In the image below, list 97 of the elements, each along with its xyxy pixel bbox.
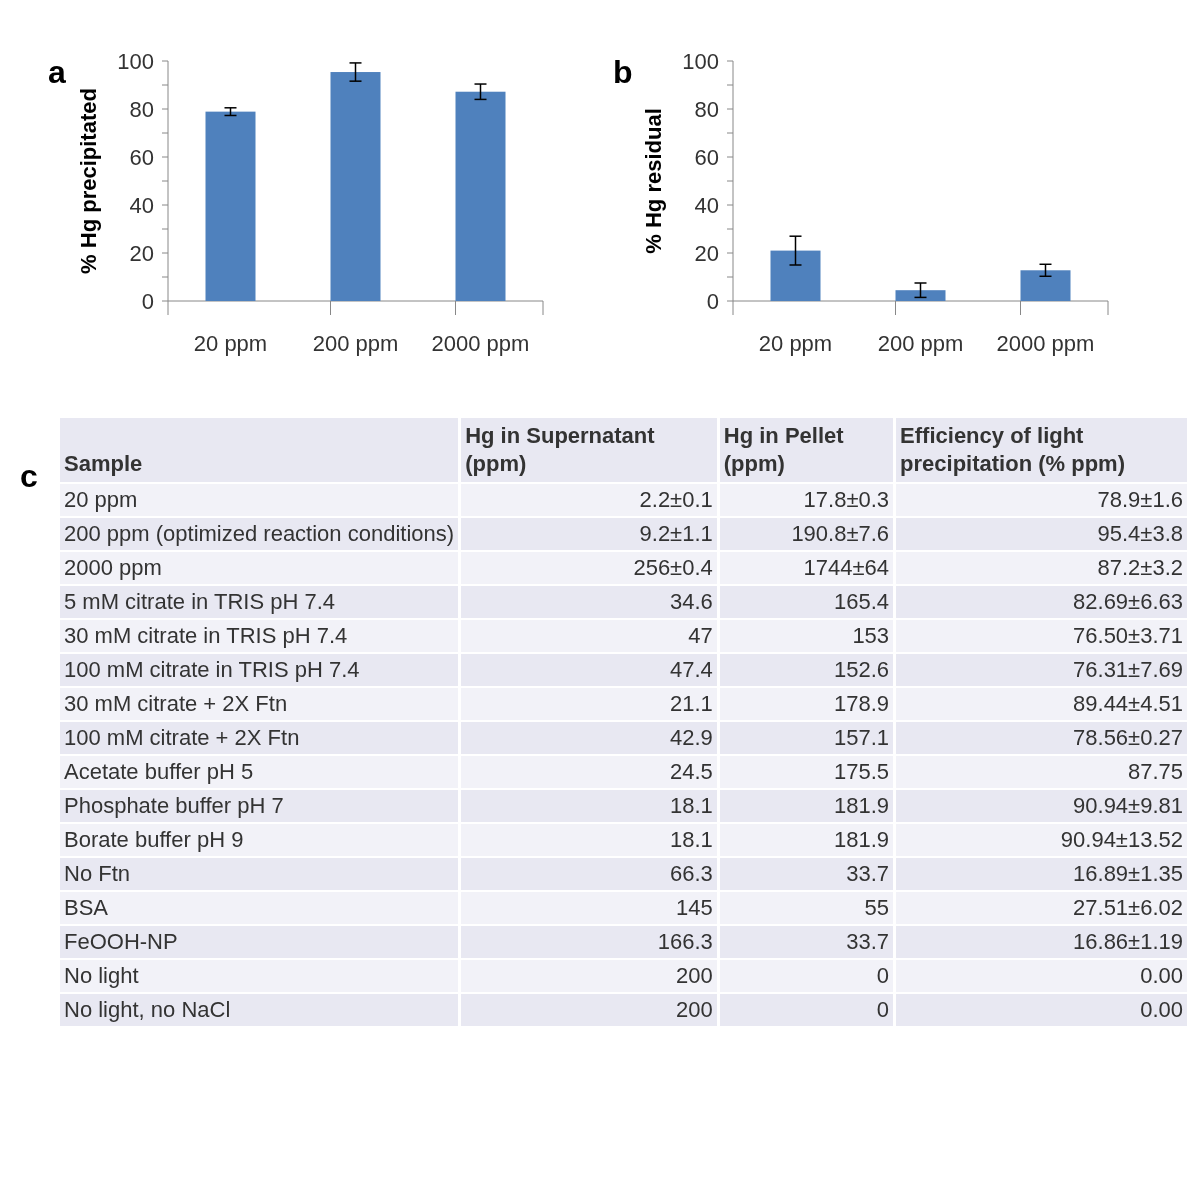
text: 100 mM citrate in TRIS pH 7.4 [64,657,360,682]
text: 42.9 [669,725,713,750]
text: 20 ppm [64,487,138,512]
text: 178.9 [834,691,890,716]
text: 190.8±7.6 [791,521,890,546]
text: 1744±64 [803,555,890,580]
text: 2.2±0.1 [639,487,713,512]
text: 181.9 [834,793,890,818]
text: 175.5 [834,759,890,784]
text: 76.50±3.71 [1073,623,1183,648]
y-tick-label: 0 [141,288,154,314]
text: 18.1 [669,827,713,852]
text: 33.7 [846,861,890,886]
text: 76.31±7.69 [1073,657,1183,682]
text: 0.00 [1140,963,1183,988]
bar [770,250,821,301]
text: 90.94±13.52 [1060,827,1183,852]
text: No light [64,963,139,988]
text: 0 [876,963,890,988]
text: 2000 ppm [64,555,162,580]
text: 87.75 [1127,759,1183,784]
text: 256±0.4 [633,555,713,580]
y-tick-label: 20 [694,240,719,266]
text: 78.9±1.6 [1097,487,1183,512]
bar [455,91,506,301]
y-tick-label: 80 [694,96,719,122]
y-axis-title: % Hg residual [641,108,666,254]
text: 30 mM citrate + 2X Ftn [64,691,288,716]
text: Borate buffer pH 9 [64,827,244,852]
text: 200 ppm (optimized reaction conditions) [64,521,455,546]
y-axis-title: % Hg precipitated [76,88,101,274]
category-label: Efficiency of light precipitation (% ppm) [894,418,1189,483]
text: 0.00 [1140,997,1183,1022]
text: 166.3 [657,929,713,954]
x-tick-label: 2000 ppm [996,331,1095,356]
bar [1020,270,1071,301]
text: 82.69±6.63 [1073,589,1183,614]
category-label: Hg in Pellet (ppm) [718,418,895,483]
text: 30 mM citrate in TRIS pH 7.4 [64,623,348,648]
text: 100 mM citrate + 2X Ftn [64,725,300,750]
text: 24.5 [669,759,713,784]
y-tick-label: 40 [694,192,719,218]
text: 145 [676,895,713,920]
y-tick-label: 100 [117,48,154,74]
category-label: Sample [60,418,460,483]
text: 181.9 [834,827,890,852]
text: 27.51±6.02 [1073,895,1183,920]
chart-title: a [48,54,66,90]
bar [205,111,256,301]
text: 16.86±1.19 [1073,929,1183,954]
text: Acetate buffer pH 5 [64,759,254,784]
y-tick-label: 60 [694,144,719,170]
bar [330,72,381,301]
text: No light, no NaCl [64,997,231,1022]
y-tick-label: 80 [129,96,154,122]
text: 21.1 [669,691,713,716]
x-tick-label: 200 ppm [312,331,399,356]
y-tick-label: 0 [706,288,719,314]
text: 200 [676,997,713,1022]
text: 87.2±3.2 [1097,555,1183,580]
text: 165.4 [834,589,890,614]
text: 33.7 [846,929,890,954]
chart-title: b [613,54,633,90]
x-tick-label: 20 ppm [758,331,833,356]
text: 55 [864,895,890,920]
text: 78.56±0.27 [1073,725,1183,750]
text: 200 [676,963,713,988]
category-label: Hg in Supernatant (ppm) [459,418,719,483]
text: 16.89±1.35 [1073,861,1183,886]
text: 66.3 [669,861,713,886]
text: 17.8±0.3 [803,487,890,512]
text: No Ftn [64,861,131,886]
text: 0 [876,997,890,1022]
x-tick-label: 20 ppm [193,331,268,356]
text: c [20,458,38,495]
y-tick-label: 60 [129,144,154,170]
text: BSA [64,895,109,920]
y-tick-label: 40 [129,192,154,218]
text: 89.44±4.51 [1073,691,1183,716]
text: Phosphate buffer pH 7 [64,793,284,818]
x-tick-label: 200 ppm [877,331,964,356]
text: 47.4 [669,657,713,682]
text: 5 mM citrate in TRIS pH 7.4 [64,589,336,614]
text: 152.6 [834,657,890,682]
text: 9.2±1.1 [639,521,713,546]
bar [895,290,946,301]
text: 90.94±9.81 [1073,793,1183,818]
x-tick-label: 2000 ppm [431,331,530,356]
text: FeOOH-NP [64,929,178,954]
text: 157.1 [834,725,890,750]
text: 95.4±3.8 [1097,521,1183,546]
text: 153 [852,623,890,648]
text: 18.1 [669,793,713,818]
text: 34.6 [669,589,713,614]
text: 47 [688,623,713,648]
y-tick-label: 100 [682,48,719,74]
y-tick-label: 20 [129,240,154,266]
